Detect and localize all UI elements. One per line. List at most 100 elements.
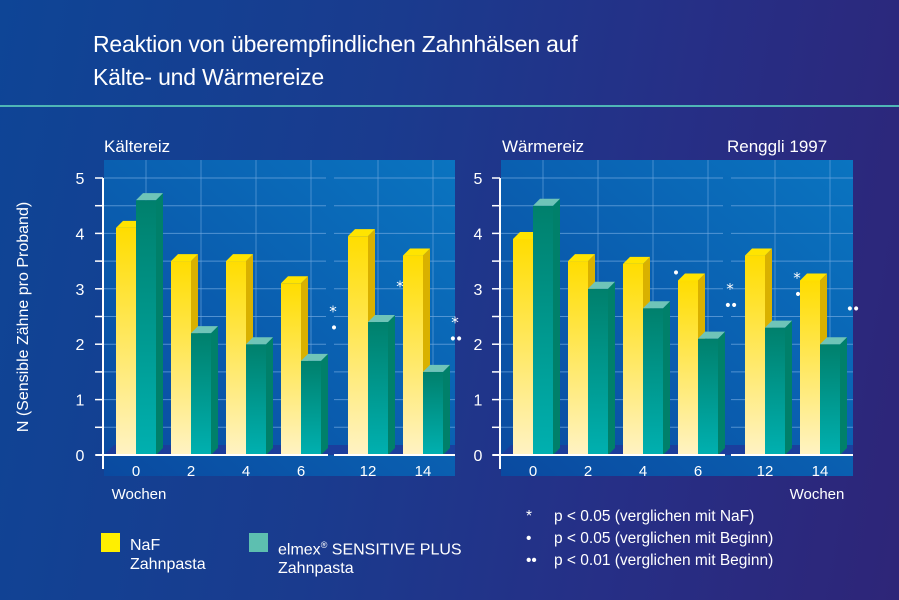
bar-elmex-side bbox=[156, 193, 163, 455]
sig-text-1: p < 0.05 (verglichen mit NaF) bbox=[554, 508, 755, 525]
bar-elmex-side bbox=[785, 320, 792, 455]
bar-elmex-side bbox=[718, 331, 725, 455]
bar-elmex-top bbox=[246, 337, 273, 345]
bar-elmex-side bbox=[840, 337, 847, 455]
significance-asterisk: * bbox=[726, 280, 734, 298]
bar-elmex-top bbox=[368, 315, 395, 323]
legend-swatch-elmex bbox=[249, 533, 268, 552]
bar-elmex-top bbox=[820, 337, 847, 345]
bar-naf bbox=[568, 261, 588, 455]
sig-text-3: p < 0.01 (verglichen mit Beginn) bbox=[554, 552, 774, 569]
bar-elmex-side bbox=[321, 353, 328, 455]
x-tick-label: 12 bbox=[757, 463, 774, 480]
bar-elmex bbox=[820, 344, 840, 455]
bar-elmex-top bbox=[765, 320, 792, 328]
bar-naf-top bbox=[568, 254, 595, 262]
x-tick-label: 12 bbox=[360, 463, 377, 480]
title-line-1: Reaktion von überempfindlichen Zahnhälse… bbox=[93, 31, 578, 57]
legend-elmex-rest: SENSITIVE PLUS bbox=[327, 541, 462, 559]
y-tick-label: 3 bbox=[76, 282, 85, 299]
bar-naf-top bbox=[745, 248, 772, 256]
legend-elmex-brand: elmex bbox=[278, 541, 321, 559]
bar-elmex-top bbox=[643, 301, 670, 309]
x-tick-label: 6 bbox=[297, 463, 305, 480]
y-tick-label: 1 bbox=[474, 393, 483, 410]
bar-naf bbox=[116, 227, 136, 455]
significance-dots: • bbox=[672, 266, 679, 282]
legend-swatch-naf bbox=[101, 533, 120, 552]
bar-elmex bbox=[765, 327, 785, 455]
bar-elmex-top bbox=[191, 326, 218, 334]
bar-naf-top bbox=[348, 229, 375, 237]
y-tick-label: 4 bbox=[76, 226, 85, 243]
x-tick-label: 2 bbox=[187, 463, 195, 480]
bar-naf bbox=[171, 261, 191, 455]
significance-asterisk: * bbox=[793, 269, 801, 287]
x-axis-unit-label: Wochen bbox=[112, 486, 167, 503]
legend-elmex-reg: ® bbox=[320, 540, 328, 550]
x-tick-label: 14 bbox=[415, 463, 432, 480]
sig-symbol-double-dot: •• bbox=[526, 552, 537, 569]
bar-naf bbox=[800, 280, 820, 455]
bar-naf-top bbox=[623, 256, 650, 264]
bar-elmex-side bbox=[211, 326, 218, 455]
significance-dots: •• bbox=[449, 331, 462, 347]
bar-elmex bbox=[301, 360, 321, 455]
bar-naf-top bbox=[800, 273, 827, 281]
legend-naf-line1: NaF bbox=[130, 537, 161, 554]
bar-elmex-top bbox=[423, 364, 450, 372]
significance-note-1: * p < 0.05 (verglichen mit NaF) bbox=[526, 506, 754, 528]
significance-asterisk: * bbox=[396, 278, 404, 296]
legend-naf: NaF Zahnpasta bbox=[130, 536, 206, 574]
bar-elmex-side bbox=[443, 364, 450, 455]
bar-naf-top bbox=[171, 254, 198, 262]
significance-asterisk: * bbox=[451, 313, 459, 331]
bar-elmex-side bbox=[608, 281, 615, 455]
legend-elmex: elmex® SENSITIVE PLUS Zahnpasta bbox=[278, 536, 462, 578]
bar-naf bbox=[513, 238, 533, 455]
bar-naf bbox=[403, 255, 423, 455]
bar-elmex-side bbox=[266, 337, 273, 455]
bar-elmex bbox=[423, 371, 443, 455]
x-tick-label: 2 bbox=[584, 463, 592, 480]
title-line-2: Kälte- und Wärmereize bbox=[93, 64, 324, 90]
bar-elmex-side bbox=[388, 315, 395, 455]
x-tick-label: 4 bbox=[242, 463, 250, 480]
sig-text-2: p < 0.05 (verglichen mit Beginn) bbox=[554, 530, 774, 547]
bar-elmex-side bbox=[663, 301, 670, 455]
significance-dots: •• bbox=[724, 298, 737, 314]
x-tick-label: 6 bbox=[694, 463, 702, 480]
bar-naf bbox=[678, 280, 698, 455]
source-citation: Renggli 1997 bbox=[727, 137, 828, 156]
bar-naf-top bbox=[226, 254, 253, 262]
bar-naf bbox=[623, 263, 643, 455]
bar-elmex-side bbox=[553, 198, 560, 455]
bar-naf-top bbox=[281, 276, 308, 284]
legend-elmex-line2: Zahnpasta bbox=[278, 560, 354, 578]
bar-elmex bbox=[136, 200, 156, 455]
bar-elmex bbox=[246, 344, 266, 455]
panel-title-cold: Kältereiz bbox=[104, 137, 171, 156]
chart-title: Reaktion von überempfindlichen Zahnhälse… bbox=[93, 28, 578, 94]
legend-naf-line2: Zahnpasta bbox=[130, 556, 206, 573]
bar-elmex bbox=[698, 338, 718, 455]
bar-elmex-top bbox=[588, 281, 615, 289]
bar-elmex-top bbox=[136, 193, 163, 201]
bar-naf bbox=[226, 261, 246, 455]
bar-elmex-top bbox=[533, 198, 560, 206]
bar-naf bbox=[348, 236, 368, 455]
sig-symbol-dot: • bbox=[526, 530, 532, 547]
x-tick-label: 0 bbox=[529, 463, 537, 480]
x-tick-label: 0 bbox=[132, 463, 140, 480]
x-axis-unit-label: Wochen bbox=[790, 486, 845, 503]
significance-note-3: •• p < 0.01 (verglichen mit Beginn) bbox=[526, 550, 773, 572]
bar-elmex bbox=[643, 308, 663, 455]
bar-elmex bbox=[533, 205, 553, 455]
bar-naf bbox=[281, 283, 301, 455]
sig-symbol-asterisk: * bbox=[526, 508, 533, 525]
panel-title-heat: Wärmereiz bbox=[502, 137, 585, 156]
bar-naf-top bbox=[403, 248, 430, 256]
significance-dots: • bbox=[794, 287, 801, 303]
bar-naf-top bbox=[678, 273, 705, 281]
significance-dots: •• bbox=[846, 302, 859, 318]
